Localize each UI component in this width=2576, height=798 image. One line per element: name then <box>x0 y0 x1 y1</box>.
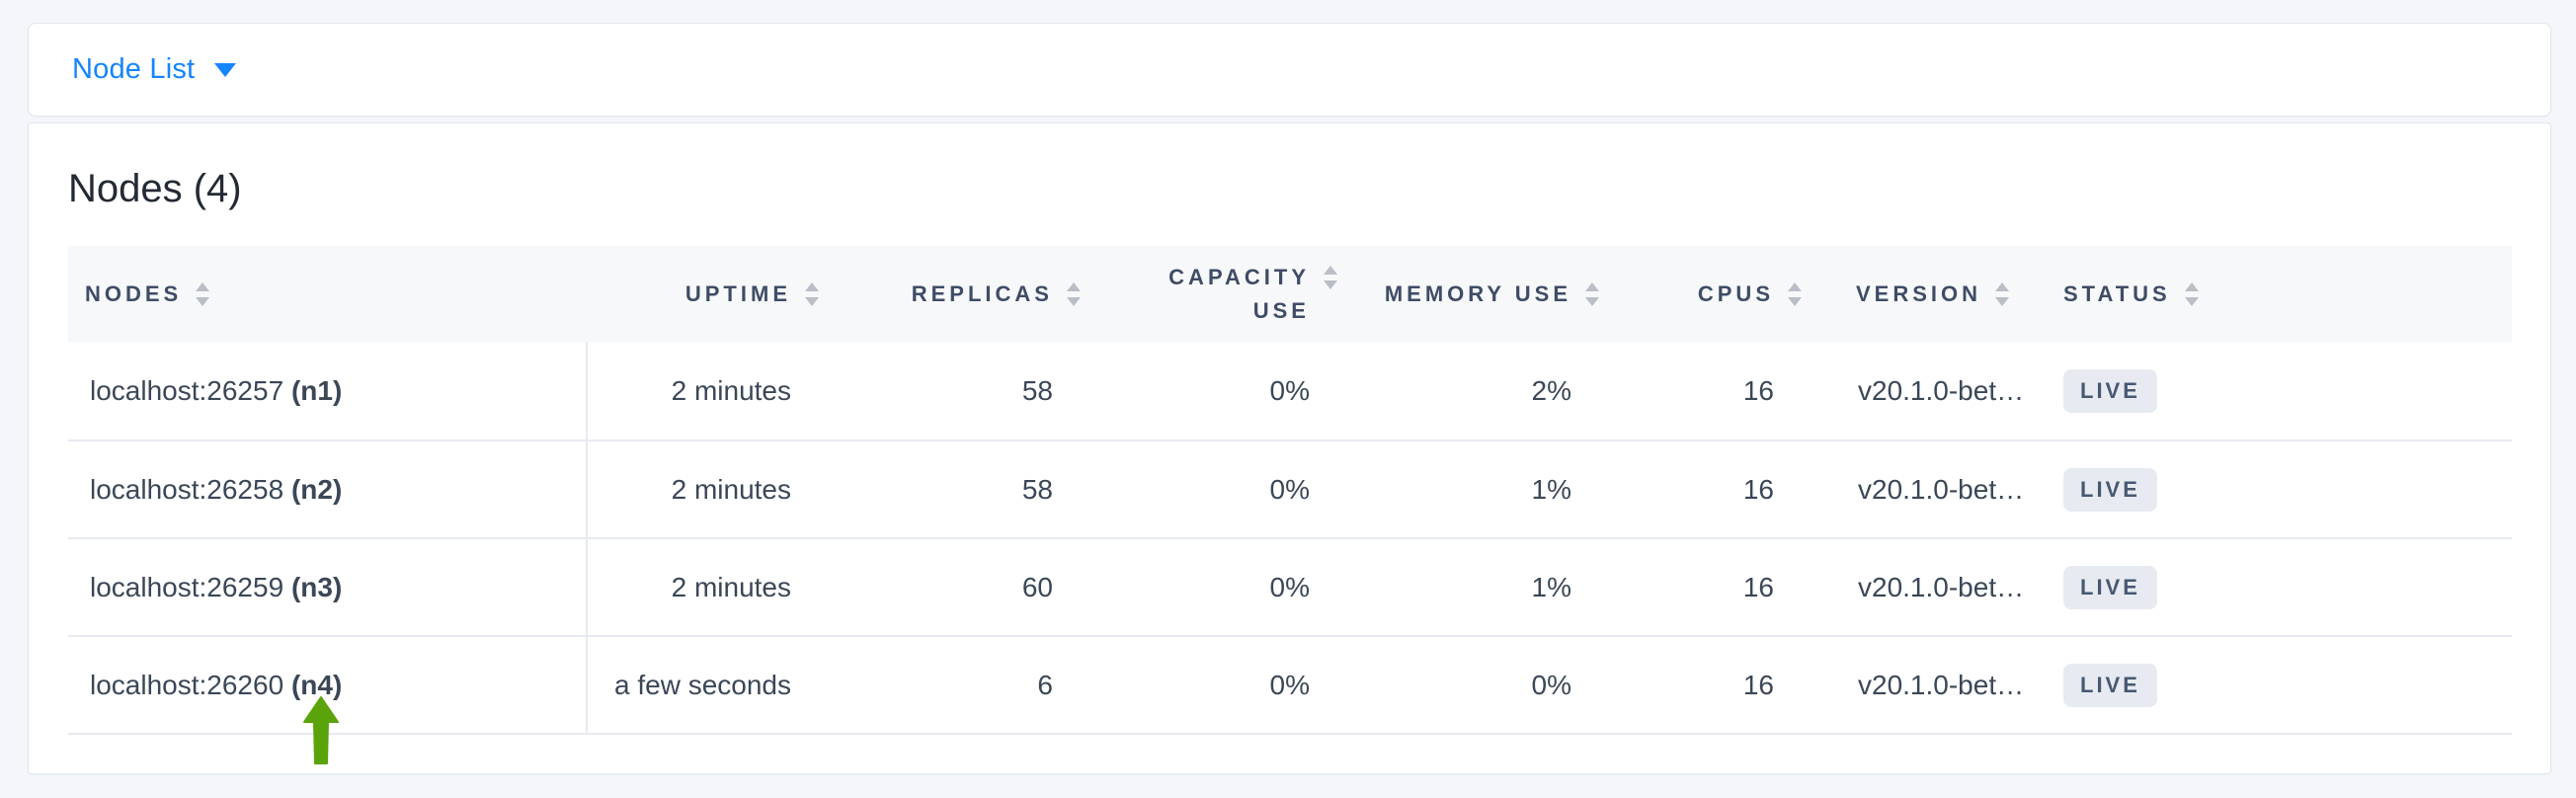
status-cell: LIVE <box>2036 343 2512 440</box>
node-address-link[interactable]: localhost:26259 <box>90 571 284 602</box>
column-header-memory_use[interactable]: Memory Use <box>1352 246 1614 343</box>
column-label: Status <box>2063 281 2171 306</box>
cpus-cell: 16 <box>1742 473 1774 505</box>
sort-arrows-icon <box>1995 282 2010 306</box>
page-title: Nodes (4) <box>68 167 242 210</box>
status-badge: LIVE <box>2063 467 2157 512</box>
table-row: localhost:26259 (n3) 2 minutes 60 0% 1% … <box>68 538 2512 636</box>
status-cell: LIVE <box>2036 440 2512 538</box>
uptime-cell: 2 minutes <box>671 571 791 602</box>
replicas-cell: 58 <box>1021 375 1053 406</box>
table-row: localhost:26257 (n1) 2 minutes 58 0% 2% … <box>68 343 2512 440</box>
status-cell: LIVE <box>2036 538 2512 636</box>
table-row: localhost:26260 (n4) a few seconds 6 0% … <box>68 636 2512 734</box>
status-cell: LIVE <box>2036 636 2512 734</box>
version-cell: v20.1.0-bet… <box>1858 473 2025 505</box>
view-selector-dropdown[interactable]: Node List <box>72 53 237 86</box>
cpus-cell: 16 <box>1742 375 1774 406</box>
node-id: (n1) <box>290 375 343 406</box>
uptime-cell: 2 minutes <box>671 375 791 406</box>
sort-arrows-icon <box>1788 282 1802 306</box>
node-cell: localhost:26259 (n3) <box>68 538 588 636</box>
nodes-table-header: Nodes Uptime Replicas Capacity Use Memor… <box>68 246 2512 343</box>
capacity-cell: 0% <box>1269 669 1310 700</box>
column-label: Uptime <box>684 281 791 306</box>
header-row: Nodes Uptime Replicas Capacity Use Memor… <box>68 246 2512 343</box>
sort-arrows-icon <box>1324 266 1337 289</box>
sort-arrows-icon <box>2184 282 2199 306</box>
sort-arrows-icon <box>1067 282 1081 306</box>
chevron-down-icon <box>214 62 237 77</box>
replicas-cell: 60 <box>1021 571 1053 602</box>
replicas-cell: 58 <box>1021 473 1053 505</box>
status-badge: LIVE <box>2063 663 2157 707</box>
memory-cell: 1% <box>1531 571 1571 602</box>
column-label: CPUs <box>1697 281 1774 306</box>
node-id: (n4) <box>290 669 343 700</box>
column-label: Replicas <box>911 281 1053 306</box>
capacity-cell: 0% <box>1269 571 1310 602</box>
status-badge: LIVE <box>2063 369 2157 413</box>
column-header-version[interactable]: Version <box>1816 246 2036 343</box>
column-header-cpus[interactable]: CPUs <box>1614 246 1816 343</box>
version-cell: v20.1.0-bet… <box>1858 669 2025 700</box>
column-header-replicas[interactable]: Replicas <box>834 246 1095 343</box>
node-address-link[interactable]: localhost:26258 <box>90 473 284 505</box>
column-label: Memory Use <box>1384 281 1571 306</box>
memory-cell: 1% <box>1531 473 1571 505</box>
top-bar: Node List <box>28 23 2551 117</box>
uptime-cell: 2 minutes <box>671 473 791 505</box>
node-cell: localhost:26257 (n1) <box>68 343 588 440</box>
version-cell: v20.1.0-bet… <box>1858 571 2025 602</box>
sort-arrows-icon <box>805 282 819 306</box>
nodes-card: Nodes (4) Nodes Uptime Replicas Capacity… <box>28 122 2551 774</box>
sort-arrows-icon <box>1585 282 1599 306</box>
nodes-table-body: localhost:26257 (n1) 2 minutes 58 0% 2% … <box>68 343 2512 734</box>
version-cell: v20.1.0-bet… <box>1858 375 2025 406</box>
capacity-cell: 0% <box>1269 473 1310 505</box>
column-label: Version <box>1856 281 1982 306</box>
node-id: (n3) <box>290 571 343 602</box>
table-row: localhost:26258 (n2) 2 minutes 58 0% 1% … <box>68 440 2512 538</box>
cpus-cell: 16 <box>1742 669 1774 700</box>
column-header-status[interactable]: Status <box>2036 246 2512 343</box>
memory-cell: 2% <box>1531 375 1571 406</box>
node-address-link[interactable]: localhost:26260 <box>90 669 284 700</box>
cpus-cell: 16 <box>1742 571 1774 602</box>
column-label: Capacity Use <box>1168 265 1310 323</box>
column-header-nodes[interactable]: Nodes <box>68 246 587 343</box>
nodes-table: Nodes Uptime Replicas Capacity Use Memor… <box>68 246 2512 735</box>
view-selector-label: Node List <box>72 53 196 85</box>
column-header-capacity_use[interactable]: Capacity Use <box>1095 246 1352 343</box>
node-id: (n2) <box>290 473 343 505</box>
green-arrow-annotation <box>303 696 339 764</box>
sort-arrows-icon <box>196 282 210 306</box>
uptime-cell: a few seconds <box>614 669 791 700</box>
column-label: Nodes <box>85 281 183 306</box>
status-badge: LIVE <box>2063 565 2157 609</box>
replicas-cell: 6 <box>1037 669 1053 700</box>
column-header-uptime[interactable]: Uptime <box>587 246 834 343</box>
memory-cell: 0% <box>1531 669 1571 700</box>
node-cell: localhost:26258 (n2) <box>68 440 588 538</box>
node-address-link[interactable]: localhost:26257 <box>90 375 284 406</box>
capacity-cell: 0% <box>1269 375 1310 406</box>
